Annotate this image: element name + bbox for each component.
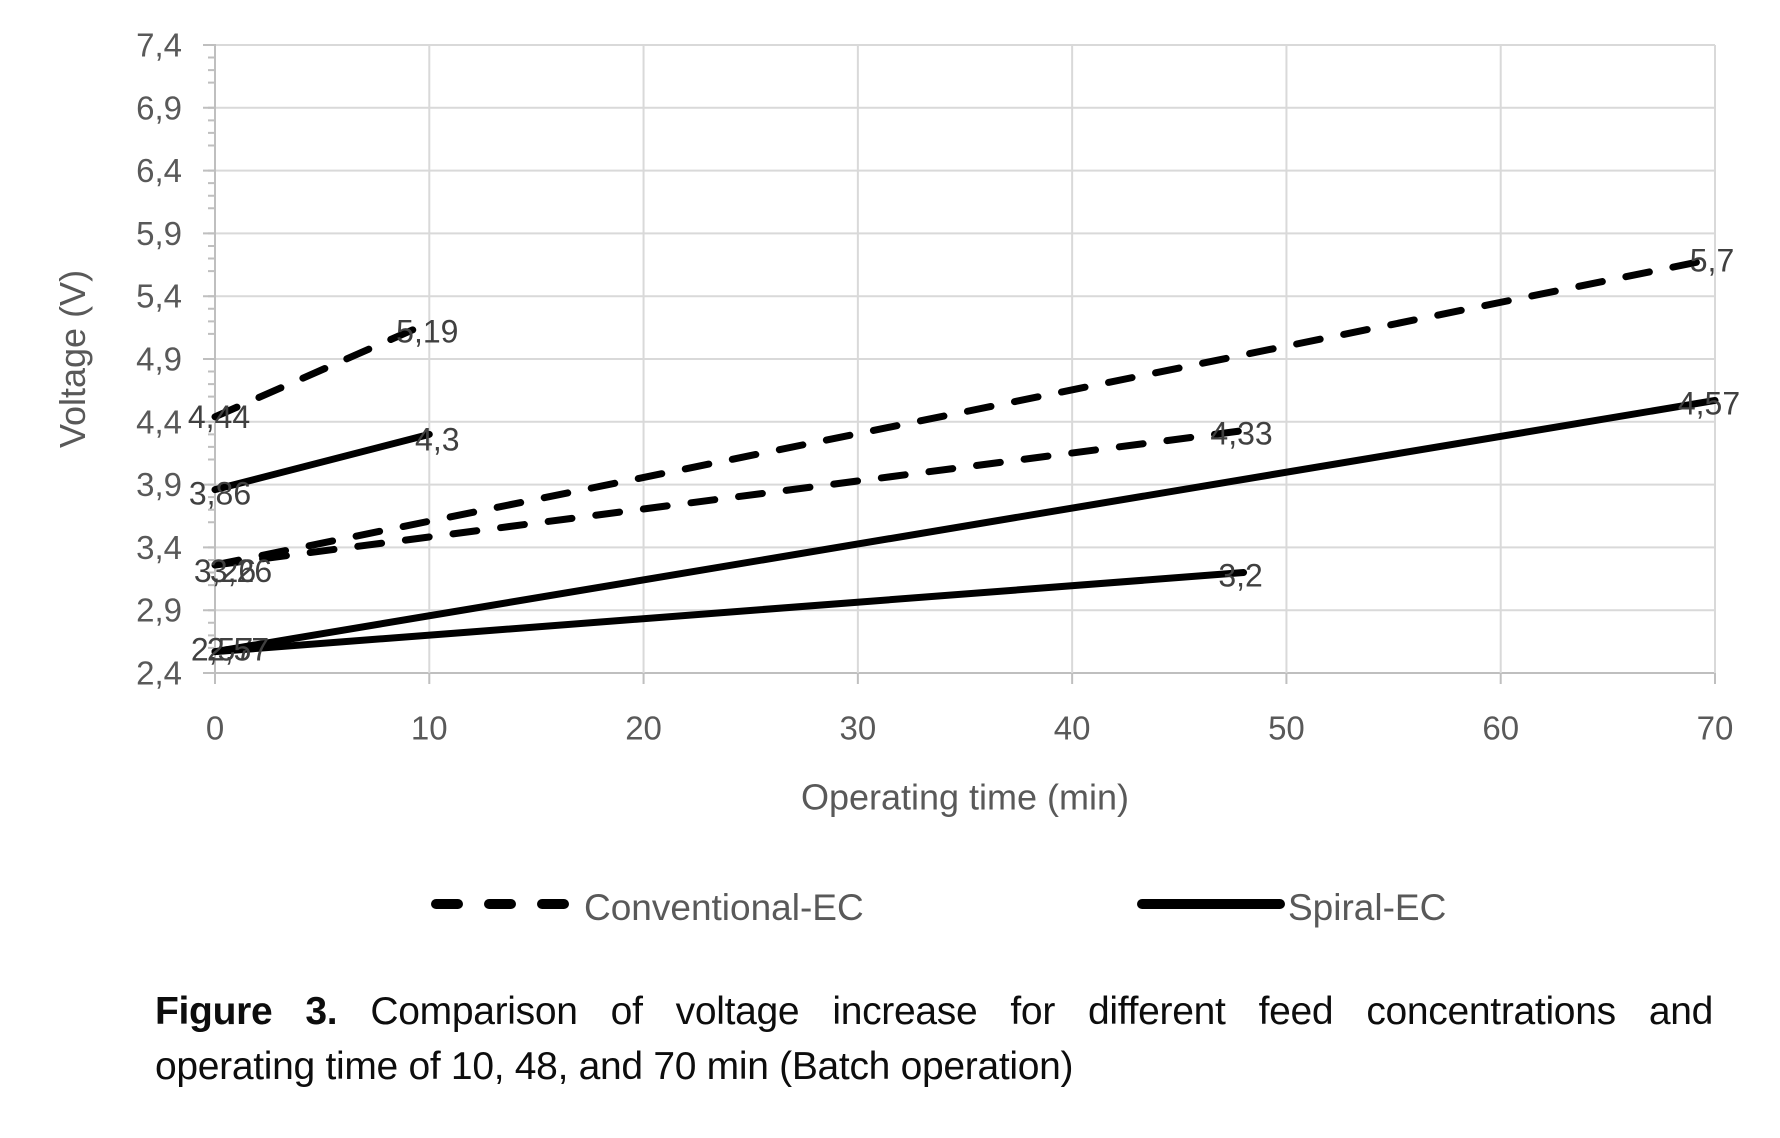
data-point-label: 5,7 bbox=[1690, 243, 1734, 279]
data-point-label: 3,2 bbox=[1218, 558, 1262, 594]
legend-item-spiral-ec: Spiral-EC bbox=[1288, 887, 1447, 928]
x-tick-label: 10 bbox=[411, 710, 448, 747]
series-line-conventional-ec bbox=[211, 255, 1719, 569]
data-point-label: 4,44 bbox=[188, 399, 250, 435]
caption-line-1-text: Comparison of voltage increase for diffe… bbox=[370, 990, 1713, 1033]
x-axis-ticks bbox=[214, 673, 1716, 684]
data-point-label: 3,86 bbox=[189, 476, 251, 512]
y-tick-label: 5,9 bbox=[136, 215, 182, 252]
y-tick-label: 2,9 bbox=[136, 592, 182, 629]
y-tick-label: 3,4 bbox=[136, 529, 182, 566]
y-tick-label: 3,9 bbox=[136, 466, 182, 503]
y-tick-label: 6,9 bbox=[136, 89, 182, 126]
data-point-label: 2,57 bbox=[207, 632, 269, 668]
series-line-conventional-ec bbox=[211, 319, 433, 421]
x-tick-label: 0 bbox=[206, 710, 224, 747]
y-tick-label: 6,4 bbox=[136, 152, 182, 189]
data-point-label: 3,26 bbox=[210, 553, 272, 589]
data-point-label: 4,57 bbox=[1678, 385, 1740, 421]
y-axis-title: Voltage (V) bbox=[52, 270, 93, 448]
series-line-spiral-ec bbox=[211, 569, 1248, 656]
figure-caption: Figure 3. Comparison of voltage increase… bbox=[155, 984, 1713, 1094]
x-axis-title: Operating time (min) bbox=[801, 777, 1129, 818]
x-tick-label: 30 bbox=[839, 710, 876, 747]
chart-svg: Voltage (V) Operating time (min) 2,4 2,9 3… bbox=[52, 27, 1740, 818]
y-tick-label: 7,4 bbox=[136, 27, 182, 64]
data-point-label: 5,19 bbox=[396, 314, 458, 350]
x-tick-label: 70 bbox=[1697, 710, 1734, 747]
x-tick-label: 50 bbox=[1268, 710, 1305, 747]
series-line-conventional-ec bbox=[211, 427, 1248, 569]
caption-line-2: operating time of 10, 48, and 70 min (Ba… bbox=[155, 1045, 1074, 1088]
x-tick-label: 60 bbox=[1482, 710, 1519, 747]
series-line-spiral-ec bbox=[211, 396, 1719, 656]
caption-line-1: Figure 3. Comparison of voltage increase… bbox=[155, 984, 1713, 1039]
legend-item-conventional-ec: Conventional-EC bbox=[584, 887, 864, 928]
data-point-label: 4,33 bbox=[1210, 416, 1272, 452]
x-tick-label: 40 bbox=[1054, 710, 1091, 747]
y-tick-label: 4,4 bbox=[136, 403, 182, 440]
dashed-line-swatch bbox=[431, 899, 579, 909]
y-axis-minor-ticks bbox=[208, 44, 216, 674]
data-point-label: 4,3 bbox=[415, 421, 459, 457]
x-tick-label: 20 bbox=[625, 710, 662, 747]
y-tick-label: 2,4 bbox=[136, 655, 182, 692]
y-tick-label: 4,9 bbox=[136, 341, 182, 378]
solid-line-swatch bbox=[1137, 899, 1285, 909]
series-line-spiral-ec bbox=[211, 430, 433, 494]
data-point-label: 3,26 bbox=[194, 553, 256, 589]
caption-figure-number: Figure 3. bbox=[155, 990, 338, 1033]
y-tick-label: 5,4 bbox=[136, 278, 182, 315]
